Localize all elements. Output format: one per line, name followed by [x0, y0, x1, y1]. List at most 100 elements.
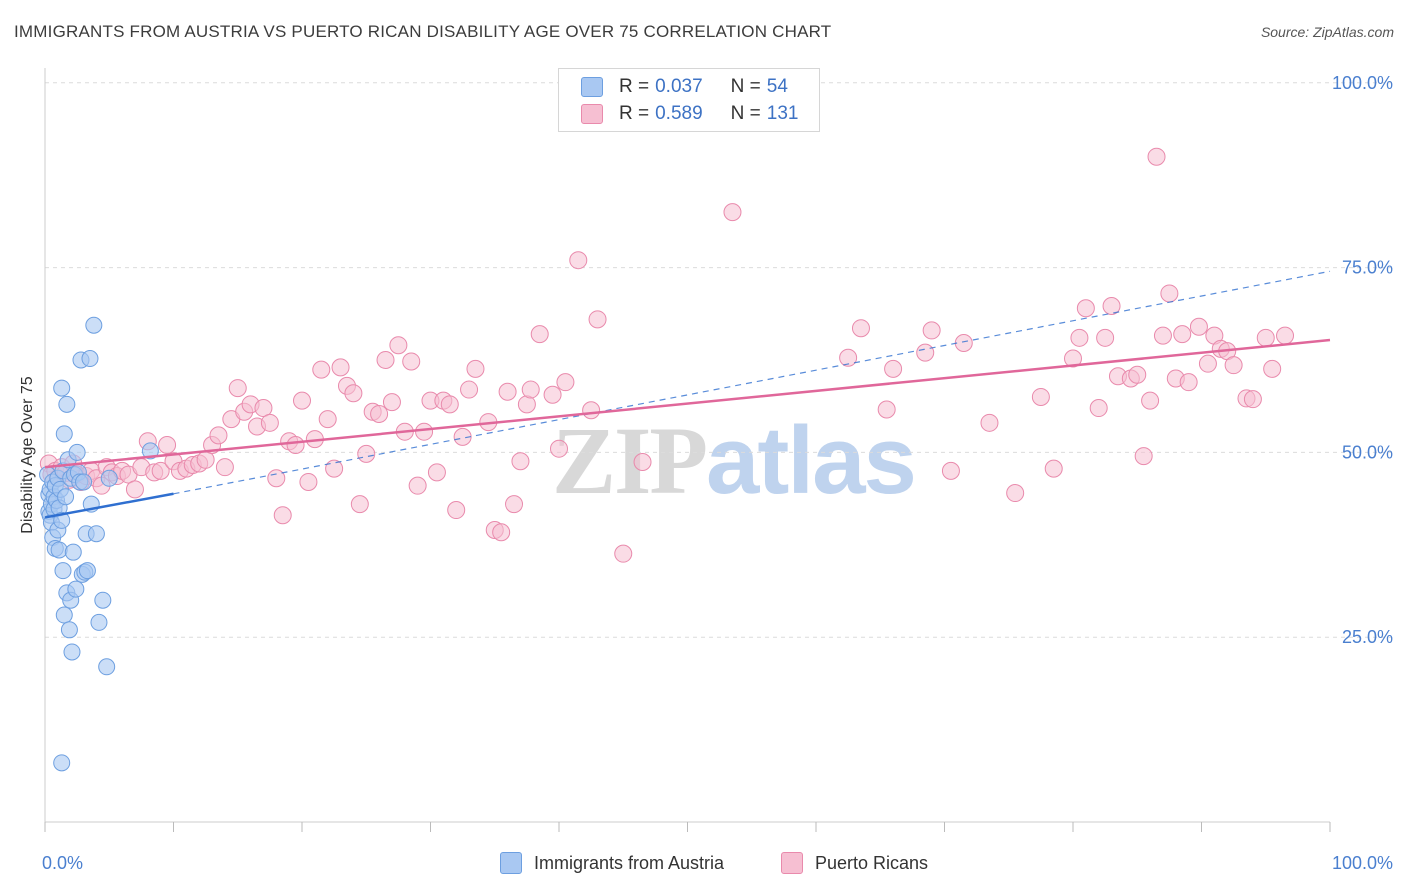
austria-point [81, 350, 99, 368]
puerto-rican-point [530, 325, 549, 344]
puerto-rican-point [505, 495, 524, 514]
y-axis-title: Disability Age Over 75 [19, 376, 36, 534]
puerto-rican-point [1006, 484, 1025, 503]
puerto-rican-point [511, 452, 530, 471]
puerto-rican-point [427, 463, 446, 482]
puerto-rican-point [209, 426, 228, 445]
puerto-rican-point [1189, 317, 1208, 336]
puerto-rican-point [1173, 325, 1192, 344]
chart-title: IMMIGRANTS FROM AUSTRIA VS PUERTO RICAN … [14, 22, 832, 41]
puerto-rican-point [460, 380, 479, 399]
puerto-ricans-points [39, 73, 1295, 563]
legend-n-label: N = [730, 76, 761, 97]
watermark: ZIPatlas [552, 405, 917, 516]
legend-label-austria: Immigrants from Austria [534, 852, 725, 873]
austria-point [98, 658, 116, 676]
y-tick-label: 100.0% [1332, 73, 1393, 93]
austria-point [55, 425, 73, 443]
puerto-rican-point [980, 413, 999, 432]
puerto-rican-point [723, 203, 742, 222]
austria-trend-line [44, 492, 174, 519]
puerto-rican-point [1076, 299, 1095, 318]
y-tick-label: 75.0% [1342, 258, 1393, 278]
puerto-rican-point [453, 427, 472, 446]
puerto-rican-point [633, 453, 652, 472]
puerto-rican-point [1064, 349, 1082, 368]
puerto-rican-point [1031, 387, 1050, 406]
puerto-rican-point [1276, 326, 1295, 345]
puerto-rican-point [228, 379, 247, 398]
puerto-rican-point [1134, 447, 1153, 466]
puerto-rican-point [402, 352, 421, 371]
correlation-legend: R = 0.037 N = 54 R = 0.589 N = 131 [558, 68, 820, 132]
puerto-rican-point [151, 461, 170, 480]
puerto-rican-point [260, 413, 279, 432]
puerto-rican-point [344, 384, 363, 403]
puerto-rican-point [1141, 391, 1160, 410]
austria-point [141, 442, 159, 460]
puerto-rican-point [125, 480, 144, 499]
legend-item-puerto-ricans: Puerto Ricans [781, 852, 928, 874]
austria-point [50, 541, 68, 559]
puerto-rican-point [293, 391, 311, 410]
puerto-rican-point [415, 422, 434, 441]
legend-swatch-blue [581, 77, 603, 97]
puerto-rican-point [447, 501, 466, 520]
puerto-rican-point [1224, 356, 1243, 375]
legend-swatch-pink [781, 852, 803, 874]
legend-n-value: 131 [766, 103, 799, 124]
austria-point [58, 395, 76, 413]
puerto-rican-point [550, 439, 568, 458]
legend-r-label: R = [619, 76, 650, 97]
x-tick-label: 0.0% [42, 853, 83, 873]
legend-r-value: 0.037 [655, 76, 703, 97]
puerto-rican-point [614, 544, 633, 563]
puerto-rican-point [1263, 359, 1282, 378]
austria-trend-dashed [173, 270, 1331, 495]
puerto-rican-point [267, 469, 286, 488]
austria-point [90, 613, 108, 631]
puerto-rican-point [884, 359, 903, 378]
austria-point [67, 580, 85, 598]
trend-lines [44, 270, 1331, 519]
puerto-rican-point [382, 393, 401, 412]
austria-point [53, 754, 71, 772]
puerto-rican-point [922, 321, 941, 340]
austria-point [57, 488, 75, 506]
puerto-rican-point [1102, 297, 1121, 316]
legend-swatch-blue [500, 852, 522, 874]
puerto-rican-point [916, 343, 935, 362]
puerto-rican-point [318, 410, 337, 429]
puerto-rican-point [158, 436, 177, 454]
puerto-rican-point [376, 350, 395, 369]
austria-point [63, 643, 81, 661]
puerto-rican-point [492, 523, 511, 542]
legend-row-puerto-ricans: R = 0.589 N = 131 [581, 102, 804, 126]
austria-point [64, 543, 82, 561]
watermark-zip: ZIP [552, 407, 708, 514]
legend-label-puerto-ricans: Puerto Ricans [815, 852, 929, 873]
puerto-rican-point [1179, 373, 1198, 392]
puerto-rican-point [1147, 147, 1166, 166]
legend-row-austria: R = 0.037 N = 54 [581, 75, 794, 99]
puerto-rican-point [556, 373, 575, 392]
puerto-rican-point [286, 436, 305, 454]
y-tick-label: 25.0% [1342, 627, 1393, 647]
source-label: Source: ZipAtlas.com [1260, 24, 1394, 40]
puerto-rican-point [839, 348, 858, 367]
legend-item-austria: Immigrants from Austria [500, 852, 724, 874]
watermark-atlas: atlas [706, 407, 917, 514]
puerto-rican-point [1089, 399, 1108, 418]
puerto-rican-point [350, 495, 369, 514]
puerto-rican-point [1070, 328, 1089, 347]
puerto-rican-point [440, 395, 459, 414]
puerto-rican-point [851, 319, 870, 338]
grid-lines [45, 82, 1392, 638]
puerto-rican-point [370, 404, 389, 423]
puerto-rican-point [941, 461, 960, 480]
legend-r-value: 0.589 [655, 103, 703, 124]
austria-point [53, 379, 71, 397]
puerto-rican-point [498, 382, 517, 401]
puerto-rican-point [954, 333, 973, 352]
